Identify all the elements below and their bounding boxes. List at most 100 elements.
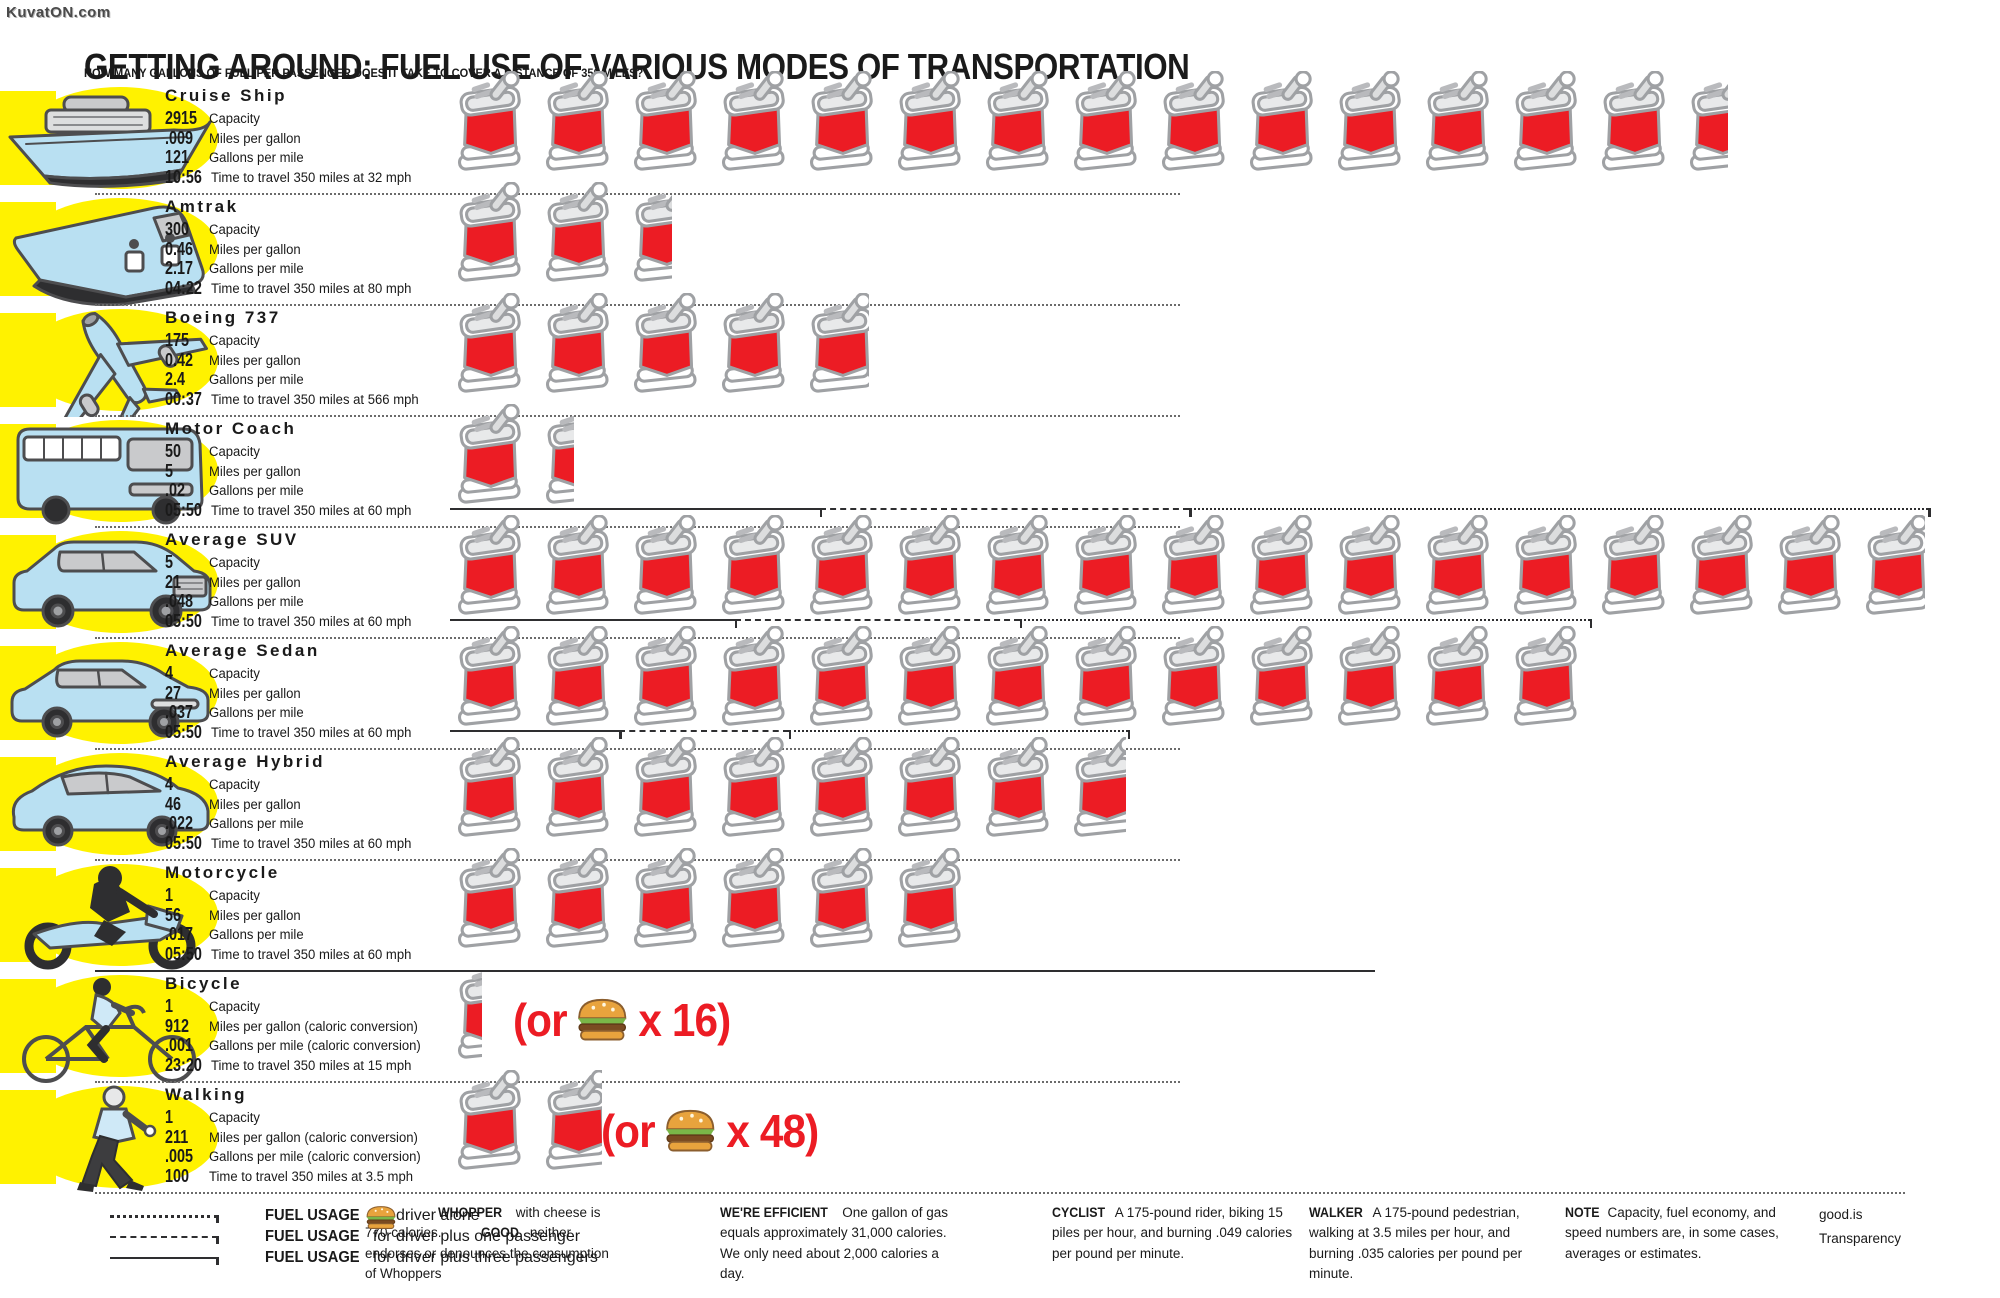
gas-can-partial-icon (895, 848, 969, 948)
stat-label: Gallons per mile (209, 594, 304, 609)
gas-can-icon (719, 626, 797, 726)
stat-value: 05:50 (165, 721, 202, 742)
stat-label: Gallons per mile (209, 816, 304, 831)
gas-can-icon (1599, 71, 1677, 171)
gas-can-icon (895, 626, 973, 726)
gas-can-icon (631, 515, 709, 615)
gas-can-icon (1159, 71, 1237, 171)
stat-value: .017 (165, 924, 194, 944)
gas-can-icon (455, 404, 533, 504)
fuel-usage-tick (819, 508, 823, 517)
gas-can-row (455, 1070, 602, 1172)
section-divider (95, 970, 1375, 972)
gas-can-icon (719, 737, 797, 837)
note-bold-text: NOTE (1565, 1205, 1600, 1220)
gas-can-icon (543, 515, 621, 615)
stat-line: 56 Miles per gallon (165, 905, 465, 925)
mode-name: Amtrak (165, 197, 239, 216)
fuel-usage-bold: FUEL USAGE (265, 1249, 360, 1266)
stat-value: 05:50 (165, 832, 202, 853)
stat-value: 2.17 (165, 258, 194, 278)
burger-equivalence: (or x 48) (601, 1096, 819, 1166)
stat-label: Capacity (209, 333, 260, 348)
gas-can-icon (1335, 71, 1413, 171)
stat-value: 1 (165, 885, 174, 905)
stat-value: 4 (165, 774, 174, 794)
fuel-legend-solid-line (110, 1257, 218, 1259)
stat-label: Miles per gallon (209, 130, 301, 146)
fuel-usage-line-dashed (734, 619, 1020, 630)
stat-label: Miles per gallon (209, 352, 301, 368)
gas-can-icon (1335, 515, 1413, 615)
stat-value: .037 (165, 702, 194, 722)
stat-line: 05:50 Time to travel 350 miles at 60 mph (165, 611, 465, 631)
note-bold-text: CYCLIST (1052, 1205, 1106, 1220)
gas-can-icon (807, 71, 885, 171)
credit-line: Transparency (1819, 1231, 1902, 1247)
stat-value: 211 (165, 1126, 189, 1147)
cruise-ship-icon (2, 85, 232, 195)
stat-line: 05:50 Time to travel 350 miles at 60 mph (165, 500, 465, 520)
mode-row-sedan: Average Sedan 4 Capacity 27 Miles per gallon… (0, 619, 2000, 751)
stat-label: Time to travel 350 miles at 80 mph (211, 280, 412, 296)
fuel-usage-tick (619, 730, 622, 739)
gas-can-icon (1775, 515, 1853, 615)
gas-can-partial-icon (807, 293, 869, 393)
section-divider (95, 193, 1180, 195)
stat-value: .02 (165, 480, 186, 500)
fuel-usage-text: for driver plus one passenger (372, 1228, 581, 1245)
mode-stats: 5 Capacity 21 Miles per gallon .048 Gallons p… (165, 552, 465, 631)
gas-can-icon (1071, 626, 1149, 726)
stat-line: 05:50 Time to travel 350 miles at 60 mph (165, 944, 465, 964)
stat-value: 175 (165, 330, 190, 350)
stat-label: Miles per gallon (209, 463, 301, 479)
note-text: Capacity, fuel economy, and speed number… (1565, 1205, 1779, 1261)
gas-can-icon (719, 515, 797, 615)
stat-line: 27 Miles per gallon (165, 683, 465, 703)
stat-value: 4 (165, 663, 174, 683)
mode-name: Average Sedan (165, 641, 320, 660)
fuel-legend-dashed-line (110, 1236, 218, 1238)
stat-label: Gallons per mile (caloric conversion) (209, 1038, 421, 1053)
stat-line: 50 Capacity (165, 441, 465, 461)
mode-stats: 1 Capacity 211 Miles per gallon (caloric co… (165, 1107, 465, 1186)
motorcycle-icon (2, 862, 232, 972)
gas-can-icon (1247, 71, 1325, 171)
section-divider (95, 304, 1180, 306)
stat-label: Gallons per mile (caloric conversion) (209, 1149, 421, 1164)
gas-can-icon (455, 182, 533, 282)
stat-label: Miles per gallon (caloric conversion) (209, 1018, 418, 1034)
burger-pre-text: (or (513, 994, 568, 1046)
stat-label: Time to travel 350 miles at 32 mph (211, 169, 412, 185)
stat-line: 04:22 Time to travel 350 miles at 80 mph (165, 278, 465, 298)
train-icon (2, 196, 232, 307)
gas-can-partial-icon (1863, 515, 1925, 615)
gas-can-icon (631, 293, 709, 393)
stat-line: 46 Miles per gallon (165, 794, 465, 814)
stat-label: Gallons per mile (209, 483, 304, 498)
stat-label: Capacity (209, 888, 260, 903)
stat-line: 5 Capacity (165, 552, 465, 572)
fuel-legend-dotted-line (110, 1215, 218, 1218)
stat-value: .022 (165, 813, 194, 833)
mode-stats: 4 Capacity 27 Miles per gallon .037 Gallons p… (165, 663, 465, 742)
gas-can-icon (1423, 626, 1501, 726)
stat-value: .005 (165, 1146, 194, 1166)
stat-value: 0.42 (165, 349, 194, 370)
gas-can-icon (455, 293, 533, 393)
stat-value: 50 (165, 441, 182, 461)
fuel-usage-tick (788, 730, 792, 739)
stat-value: 912 (165, 1015, 190, 1036)
footer-note: CYCLIST A 175-pound rider, biking 15 pile… (1052, 1203, 1297, 1264)
stat-value: 23:20 (165, 1054, 202, 1075)
stat-label: Time to travel 350 miles at 566 mph (211, 391, 419, 407)
gas-can-icon (1071, 515, 1149, 615)
fuel-usage-tick (1589, 619, 1593, 628)
stat-line: .009 Miles per gallon (165, 128, 465, 148)
fuel-usage-line-solid (450, 619, 735, 630)
burger-icon (365, 1205, 397, 1231)
stat-line: 300 Capacity (165, 219, 465, 239)
gas-can-icon (455, 626, 533, 726)
stat-label: Time to travel 350 miles at 60 mph (211, 835, 412, 851)
